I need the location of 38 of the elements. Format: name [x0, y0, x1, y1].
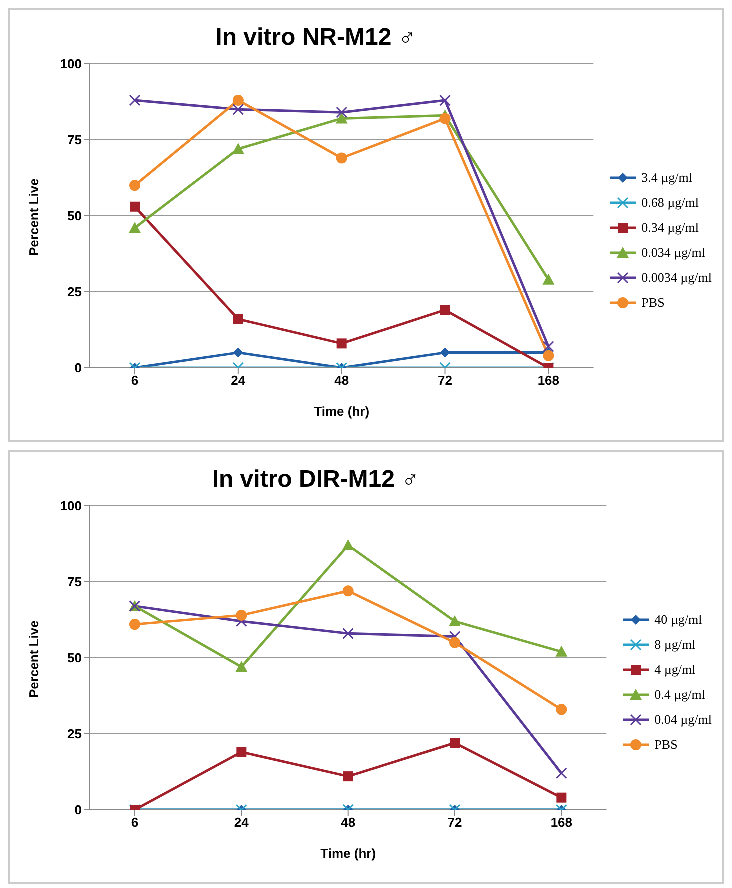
- y-axis-title: Percent Live: [26, 178, 42, 256]
- legend-label: 8 µg/ml: [654, 636, 696, 652]
- x-axis-title: Time (hr): [320, 846, 376, 861]
- chart-title: In vitro NR-M12 ♂: [214, 24, 418, 52]
- y-tick-label: 0: [74, 360, 82, 376]
- legend-label: 0.34 µg/ml: [642, 220, 699, 236]
- y-axis-title: Percent Live: [26, 620, 42, 698]
- y-tick-label: 75: [68, 132, 82, 148]
- y-tick-label: 50: [68, 650, 82, 666]
- y-tick-label: 75: [68, 574, 82, 590]
- x-tick-label: 24: [231, 373, 246, 388]
- legend-label: 40 µg/ml: [654, 612, 702, 628]
- x-axis-title: Time (hr): [314, 404, 370, 419]
- y-tick-label: 50: [68, 208, 82, 224]
- x-tick-label: 6: [131, 815, 139, 830]
- x-tick-label: 72: [448, 815, 462, 830]
- y-tick-label: 0: [74, 802, 82, 818]
- legend-label: 3.4 µg/ml: [642, 170, 692, 186]
- x-tick-label: 168: [550, 815, 573, 830]
- x-tick-label: 168: [538, 373, 560, 388]
- legend-label: PBS: [642, 294, 665, 310]
- x-tick-label: 24: [234, 815, 250, 830]
- legend-label: 0.0034 µg/ml: [642, 270, 712, 286]
- legend-label: 0.68 µg/ml: [642, 194, 699, 210]
- y-tick-label: 25: [68, 284, 82, 300]
- x-tick-label: 48: [341, 815, 356, 830]
- legend-label: 0.04 µg/ml: [654, 712, 712, 728]
- y-tick-label: 100: [60, 498, 82, 514]
- y-tick-label: 100: [60, 56, 82, 72]
- x-tick-label: 48: [334, 373, 350, 388]
- x-tick-label: 72: [438, 373, 452, 388]
- x-tick-label: 6: [131, 373, 139, 388]
- y-tick-label: 25: [68, 726, 82, 742]
- chart-title: In vitro DIR-M12 ♂: [211, 466, 421, 494]
- legend-label: 0.4 µg/ml: [654, 686, 706, 702]
- legend-label: 0.034 µg/ml: [642, 244, 706, 260]
- legend-label: 4 µg/ml: [654, 662, 696, 678]
- legend-label: PBS: [654, 736, 678, 752]
